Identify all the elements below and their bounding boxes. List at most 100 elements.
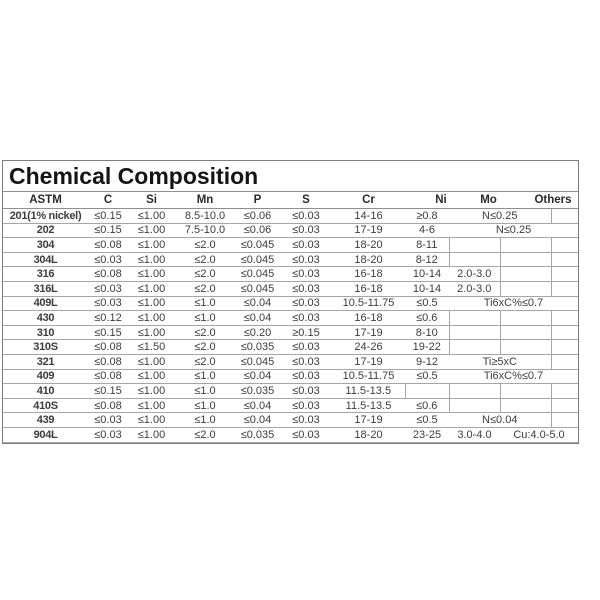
cell-mn: ≤2.0 (175, 354, 235, 370)
table-row: 904L ≤0.03 ≤1.00 ≤2.0 ≤0.035 ≤0.03 18-20 23-25 3… (3, 427, 579, 443)
cell-p: ≤0.04 (235, 310, 280, 326)
cell-cr: 18-20 (332, 237, 405, 253)
cell-c: ≤0.03 (88, 296, 128, 312)
cell-cr: 17-19 (332, 354, 405, 370)
cell-astm: 904L (3, 427, 88, 443)
cell-end (551, 252, 579, 268)
cell-p: ≤0.035 (235, 383, 280, 399)
cell-si: ≤1.00 (128, 310, 175, 326)
cell-mo-others: Ti≥5xC (449, 354, 552, 370)
cell-c: ≤0.03 (88, 427, 128, 443)
table-row: 310S ≤0.08 ≤1.50 ≤2.0 ≤0.035 ≤0.03 24-26 19-22 (3, 339, 579, 355)
cell-p: ≤0.045 (235, 237, 280, 253)
cell-end (551, 354, 579, 370)
cell-mo (448, 398, 501, 414)
cell-end (551, 325, 579, 341)
cell-mn: ≤1.0 (175, 369, 235, 385)
cell-c: ≤0.08 (88, 398, 128, 414)
cell-si: ≤1.00 (128, 252, 175, 268)
cell-cr: 18-20 (332, 427, 405, 443)
table-row: 202 ≤0.15 ≤1.00 7.5-10.0 ≤0.06 ≤0.03 17-19 4-6 N… (3, 223, 579, 239)
cell-mn: ≤1.0 (175, 310, 235, 326)
cell-s: ≤0.03 (280, 208, 332, 224)
cell-end (551, 266, 579, 282)
table-row: 201(1% nickel) ≤0.15 ≤1.00 8.5-10.0 ≤0.06 ≤0.… (3, 208, 579, 224)
cell-mn: ≤1.0 (175, 383, 235, 399)
cell-astm: 409L (3, 296, 88, 312)
cell-mn: ≤2.0 (175, 339, 235, 355)
cell-si: ≤1.00 (128, 427, 175, 443)
cell-mo-others: Ti6xC%≤0.7 (449, 296, 579, 312)
cell-astm: 316 (3, 266, 88, 282)
cell-mo (448, 237, 501, 253)
cell-c: ≤0.08 (88, 266, 128, 282)
cell-cr: 16-18 (332, 266, 405, 282)
cell-mn: ≤2.0 (175, 427, 235, 443)
cell-p: ≤0.04 (235, 398, 280, 414)
cell-s: ≤0.03 (280, 427, 332, 443)
header-row: ASTM C Si Mn P S Cr Ni Mo Others (3, 192, 579, 209)
cell-end (551, 383, 579, 399)
cell-mn: ≤2.0 (175, 325, 235, 341)
table-row: 430 ≤0.12 ≤1.00 ≤1.0 ≤0.04 ≤0.03 16-18 ≤0.6 (3, 310, 579, 326)
cell-end (551, 281, 579, 297)
cell-s: ≤0.03 (280, 223, 332, 239)
cell-end (551, 237, 579, 253)
cell-cr: 16-18 (332, 310, 405, 326)
cell-ni: ≤0.6 (405, 398, 449, 414)
cell-s: ≤0.03 (280, 237, 332, 253)
table-row: 304L ≤0.03 ≤1.00 ≤2.0 ≤0.045 ≤0.03 18-20 8-12 (3, 252, 579, 268)
table-row: 410S ≤0.08 ≤1.00 ≤1.0 ≤0.04 ≤0.03 11.5-13.5 ≤0.… (3, 398, 579, 414)
cell-p: ≤0.20 (235, 325, 280, 341)
cell-ni: ≤0.6 (405, 310, 449, 326)
cell-astm: 304 (3, 237, 88, 253)
column-header-astm: ASTM (3, 192, 88, 209)
table-header: ASTM C Si Mn P S Cr Ni Mo Others (3, 192, 579, 209)
cell-ni (404, 383, 450, 399)
cell-cr: 14-16 (332, 208, 405, 224)
cell-si: ≤1.00 (128, 296, 175, 312)
cell-mo-others: Ti6xC%≤0.7 (449, 369, 579, 385)
cell-others (500, 237, 552, 253)
cell-c: ≤0.08 (88, 369, 128, 385)
cell-s: ≤0.03 (280, 412, 332, 428)
cell-mn: ≤2.0 (175, 281, 235, 297)
cell-cr: 11.5-13.5 (332, 398, 405, 414)
cell-ni: 9-12 (405, 354, 449, 370)
table-row: 439 ≤0.03 ≤1.00 ≤1.0 ≤0.04 ≤0.03 17-19 ≤0.5 N≤0.… (3, 412, 579, 428)
cell-cr: 24-26 (332, 339, 405, 355)
cell-mn: 7.5-10.0 (175, 223, 235, 239)
cell-cr: 11.5-13.5 (332, 383, 405, 399)
cell-end (551, 398, 579, 414)
cell-mo-others: N≤0.25 (449, 208, 552, 224)
table-row: 410 ≤0.15 ≤1.00 ≤1.0 ≤0.035 ≤0.03 11.5-13.5 (3, 383, 579, 399)
cell-others (500, 281, 552, 297)
cell-c: ≤0.15 (88, 208, 128, 224)
column-header-mo: Mo (449, 192, 500, 209)
cell-astm: 310 (3, 325, 88, 341)
cell-p: ≤0.045 (235, 354, 280, 370)
cell-astm: 410S (3, 398, 88, 414)
chemical-composition-panel: Chemical Composition ASTM C Si Mn P S Cr Ni Mo Ot… (2, 160, 579, 444)
table-body: 201(1% nickel) ≤0.15 ≤1.00 8.5-10.0 ≤0.06 ≤0.… (3, 208, 579, 443)
cell-c: ≤0.15 (88, 383, 128, 399)
cell-others: Cu:4.0-5.0 (500, 427, 579, 443)
table-row: 316 ≤0.08 ≤1.00 ≤2.0 ≤0.045 ≤0.03 16-18 10-14 2.… (3, 266, 579, 282)
cell-mo (448, 252, 501, 268)
cell-mo (449, 383, 501, 399)
column-header-p: P (235, 192, 280, 209)
cell-mn: ≤2.0 (175, 252, 235, 268)
cell-si: ≤1.00 (128, 266, 175, 282)
cell-si: ≤1.00 (128, 281, 175, 297)
cell-ni: 10-14 (405, 266, 449, 282)
cell-astm: 409 (3, 369, 88, 385)
cell-p: ≤0.035 (235, 427, 280, 443)
cell-astm: 321 (3, 354, 88, 370)
cell-p: ≤0.04 (235, 296, 280, 312)
cell-s: ≤0.03 (280, 281, 332, 297)
column-header-cr: Cr (332, 192, 405, 209)
cell-p: ≤0.06 (235, 208, 280, 224)
cell-s: ≤0.03 (280, 252, 332, 268)
cell-ni: ≤0.5 (405, 369, 449, 385)
cell-p: ≤0.045 (235, 252, 280, 268)
